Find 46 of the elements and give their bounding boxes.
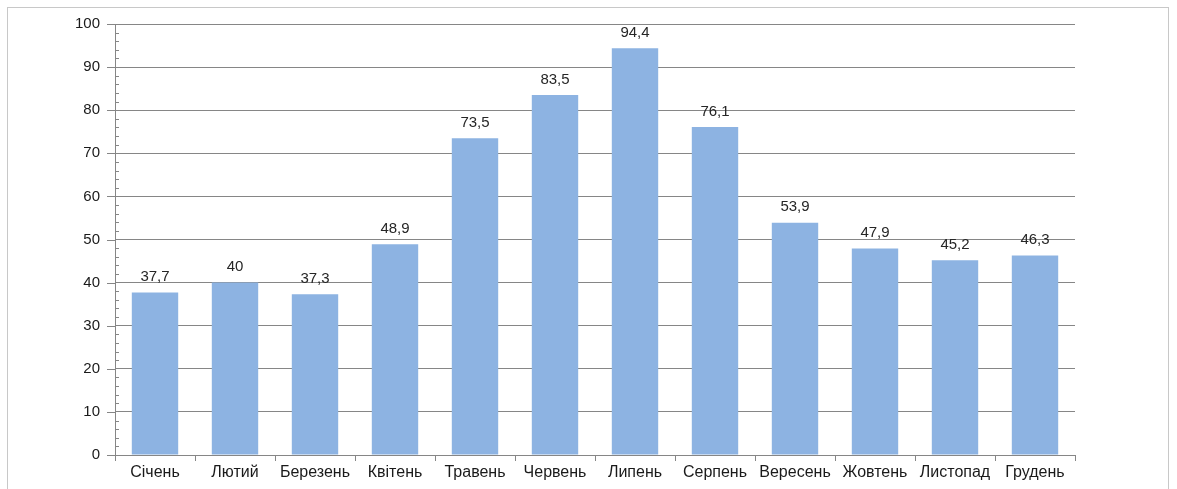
data-label: 46,3 xyxy=(1020,230,1050,248)
y-tick-label: 20 xyxy=(83,358,100,376)
y-tick-label: 100 xyxy=(74,14,100,32)
data-label: 83,5 xyxy=(540,69,570,87)
y-tick-label: 60 xyxy=(83,186,100,204)
x-tick-label: Жовтень xyxy=(842,463,908,481)
data-label: 53,9 xyxy=(780,197,810,215)
x-tick-label: Лютий xyxy=(211,463,259,481)
x-tick-label: Грудень xyxy=(1005,463,1065,481)
bar xyxy=(771,222,819,455)
bar xyxy=(1011,255,1059,455)
x-tick-label: Травень xyxy=(444,463,506,481)
y-tick-label: 10 xyxy=(83,402,100,420)
x-tick-label: Червень xyxy=(523,463,587,481)
bar xyxy=(931,260,979,455)
bar xyxy=(611,48,659,455)
x-tick-label: Вересень xyxy=(759,463,831,481)
x-tick-label: Січень xyxy=(130,463,180,481)
x-tick-label: Квітень xyxy=(367,463,423,481)
y-tick-label: 30 xyxy=(83,315,100,333)
data-label: 47,9 xyxy=(860,223,890,241)
bar xyxy=(371,244,419,455)
bar xyxy=(291,294,339,455)
x-tick-label: Березень xyxy=(279,463,351,481)
x-tick-label: Листопад xyxy=(919,463,991,481)
bar xyxy=(531,95,579,455)
data-label: 37,3 xyxy=(300,268,330,286)
data-label: 94,4 xyxy=(620,22,650,40)
y-tick-label: 50 xyxy=(83,229,100,247)
x-tick-label: Липень xyxy=(607,463,663,481)
data-label: 45,2 xyxy=(940,234,970,252)
y-tick-label: 40 xyxy=(83,272,100,290)
data-label: 73,5 xyxy=(460,112,490,130)
bar xyxy=(131,292,179,455)
y-tick-label: 80 xyxy=(83,100,100,118)
x-tick-label: Серпень xyxy=(682,463,748,481)
bar xyxy=(691,127,739,455)
bar xyxy=(451,138,499,455)
y-tick-label: 70 xyxy=(83,143,100,161)
data-label: 48,9 xyxy=(380,218,410,236)
data-label: 37,7 xyxy=(140,267,170,285)
y-tick-label: 0 xyxy=(91,445,100,463)
y-tick-label: 90 xyxy=(83,57,100,75)
bar xyxy=(851,248,899,455)
bar xyxy=(211,282,259,455)
data-label: 40 xyxy=(226,257,244,275)
